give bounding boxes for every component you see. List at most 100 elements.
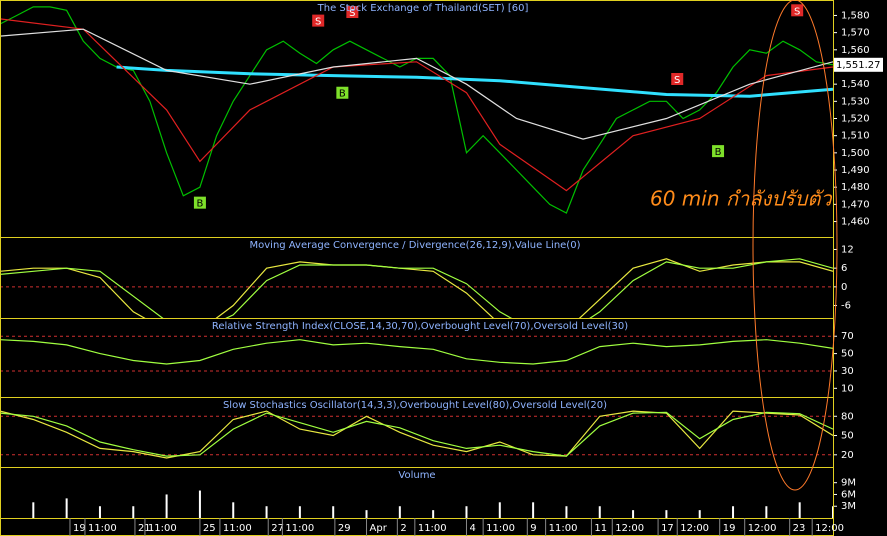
y-tick-label: 20 (841, 450, 854, 461)
volume-bar (832, 506, 833, 518)
volume-bar (198, 490, 201, 518)
volume-bar (398, 506, 401, 518)
y-tick-label: 1,510 (841, 131, 870, 142)
highlight-ellipse (752, 0, 838, 491)
signal-marker (791, 4, 804, 17)
panel-title: The Stock Exchange of Thailand(SET) [60] (317, 3, 529, 14)
panel-title: Slow Stochastics Oscillator(14,3,3),Over… (223, 400, 607, 411)
volume-bar (698, 510, 701, 518)
signal-marker (312, 14, 325, 27)
series-line (0, 18, 833, 192)
signal-label: S (315, 17, 321, 28)
x-tick-label: 11:00 (88, 523, 117, 534)
y-tick-label: 12 (841, 244, 854, 255)
x-tick-label: 2 (400, 523, 406, 534)
volume-bar (232, 502, 235, 518)
series-line (0, 410, 833, 459)
volume-bar (665, 510, 668, 518)
volume-bar (165, 494, 168, 518)
last-value-box (833, 57, 883, 72)
series-line (116, 65, 833, 98)
signal-label: B (715, 147, 722, 158)
x-tick-label: 12:00 (680, 523, 709, 534)
volume-bar (65, 498, 68, 518)
y-tick-label: 1,570 (841, 28, 870, 39)
signal-marker (336, 86, 349, 99)
volume-bar (465, 506, 468, 518)
y-tick-label: 1,580 (841, 10, 870, 21)
volume-bar (298, 506, 301, 518)
series-line (0, 28, 833, 140)
volume-bar (532, 502, 535, 518)
y-tick-label: 10 (841, 383, 854, 394)
y-tick-label: 1,530 (841, 96, 870, 107)
volume-bar (432, 510, 435, 518)
y-tick-label: 6 (841, 263, 847, 274)
signal-marker (671, 73, 684, 85)
volume-bar (265, 506, 268, 518)
y-tick-label: 6M (841, 489, 856, 500)
annotation: 60 min กำลังปรับตัว (650, 187, 833, 211)
y-tick-label: 1,470 (841, 199, 870, 210)
x-tick-label: Apr (370, 523, 388, 534)
volume-bar (765, 506, 768, 518)
series-line (0, 258, 833, 318)
x-tick-label: 11:00 (549, 523, 578, 534)
y-tick-label: 1,540 (841, 79, 870, 90)
x-tick-label: 9 (530, 523, 536, 534)
x-tick-label: 11:00 (486, 523, 515, 534)
x-tick-label: 11:00 (418, 523, 447, 534)
signal-label: B (196, 199, 203, 210)
y-tick-label: 50 (841, 349, 854, 360)
x-tick-label: 21 (138, 523, 151, 534)
y-tick-label: 1,500 (841, 148, 870, 159)
series-line (0, 258, 833, 318)
signal-marker (346, 6, 359, 19)
signal-label: B (339, 89, 346, 100)
volume-bar (798, 502, 801, 518)
x-tick-label: 29 (338, 523, 351, 534)
x-tick-label: 12:00 (748, 523, 777, 534)
y-tick-label: 0 (841, 282, 847, 293)
panel-title: Relative Strength Index(CLOSE,14,30,70),… (212, 321, 628, 332)
y-tick-label: 50 (841, 431, 854, 442)
panel-title: Moving Average Convergence / Divergence(… (250, 240, 581, 251)
signal-label: S (794, 6, 800, 17)
y-tick-label: 3M (841, 501, 856, 512)
y-tick-label: 9M (841, 478, 856, 489)
y-tick-label: 1,560 (841, 45, 870, 56)
volume-bar (632, 510, 635, 518)
volume-bar (598, 506, 601, 518)
panel (0, 335, 833, 372)
x-tick-label: 11:00 (285, 523, 314, 534)
x-tick-label: 23 (793, 523, 806, 534)
volume-bar (332, 506, 335, 518)
panel (0, 258, 833, 318)
y-tick-label: 70 (841, 331, 854, 342)
y-tick-label: 30 (841, 366, 854, 377)
last-value-label: 1,551.27 (836, 60, 881, 71)
x-tick-label: 12:00 (615, 523, 644, 534)
y-tick-label: 1,460 (841, 217, 870, 228)
series-line (0, 339, 833, 365)
signal-label: S (674, 75, 680, 86)
y-tick-label: 1,520 (841, 114, 870, 125)
volume-bar (498, 502, 501, 518)
y-tick-label: 1,480 (841, 182, 870, 193)
x-tick-label: 27 (271, 523, 284, 534)
volume-bar (32, 502, 35, 518)
volume-bar (132, 506, 135, 518)
signal-marker (712, 145, 725, 158)
x-tick-label: 25 (203, 523, 216, 534)
y-tick-label: 1,490 (841, 165, 870, 176)
x-tick-label: 11:00 (223, 523, 252, 534)
volume-bar (565, 506, 568, 518)
x-tick-label: 19 (73, 523, 86, 534)
series-line (0, 411, 833, 457)
volume-bar (732, 506, 735, 518)
y-tick-label: 80 (841, 411, 854, 422)
x-tick-label: 12:00 (815, 523, 844, 534)
x-tick-label: 11 (594, 523, 607, 534)
